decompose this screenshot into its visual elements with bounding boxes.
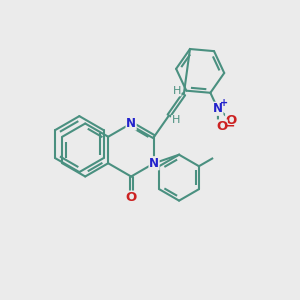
Text: N: N (149, 157, 159, 170)
Text: −: − (225, 119, 236, 133)
Text: N: N (126, 117, 136, 130)
Text: H: H (172, 115, 180, 125)
Text: O: O (226, 114, 237, 127)
Text: N: N (213, 102, 223, 115)
Text: +: + (220, 98, 228, 109)
Text: H: H (173, 86, 181, 96)
Text: O: O (216, 120, 227, 133)
Text: O: O (125, 191, 137, 204)
